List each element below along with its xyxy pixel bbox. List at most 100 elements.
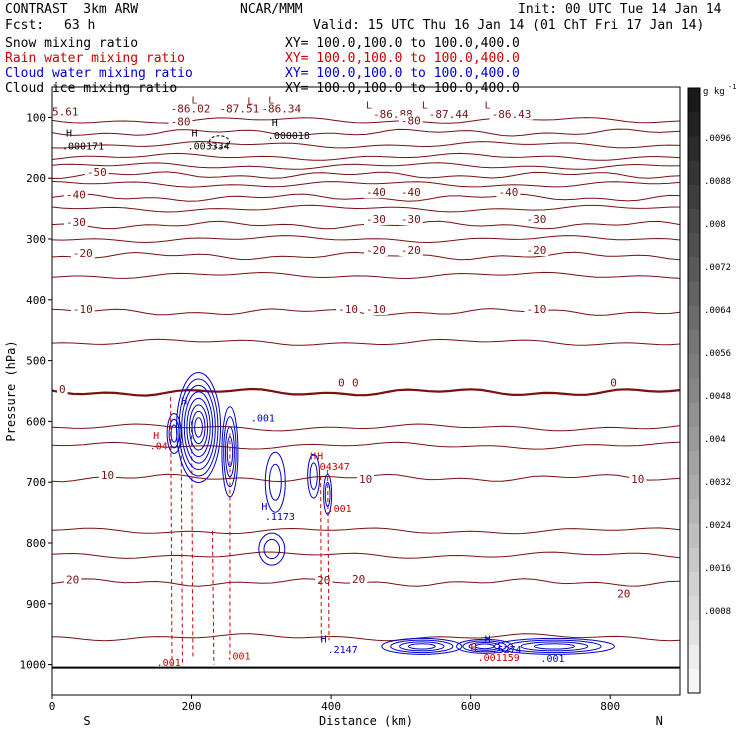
cloud-water-label: H	[485, 635, 491, 646]
y-tick-label: 900	[26, 598, 46, 611]
y-tick-label: 700	[26, 476, 46, 489]
colorbar-tick-label: .0064	[704, 306, 731, 316]
colorbar-segment	[688, 88, 700, 113]
cloud-water-contour	[533, 643, 575, 650]
isotherm-line	[51, 171, 681, 179]
colorbar-tick-label: .0048	[704, 392, 731, 402]
rain-shaft	[320, 476, 322, 641]
temperature-label-bg	[524, 244, 549, 256]
x-axis-end-label: N	[656, 714, 663, 728]
colorbar-segment	[688, 378, 700, 404]
field-cloudwater-name: Cloud water mixing ratio	[5, 66, 193, 81]
colorbar-tick-label: .0088	[704, 177, 731, 187]
field-rain-name: Rain water mixing ratio	[5, 51, 186, 66]
temperature-label-bg	[259, 103, 303, 115]
forecast-hours: 63 h	[64, 18, 96, 33]
rain-label: H	[317, 452, 323, 463]
temperature-label-bg	[217, 103, 262, 115]
cloud-water-contour	[399, 641, 445, 652]
temperature-label-bg	[398, 187, 423, 199]
temperature-label: -30	[526, 213, 546, 226]
rain-shaft	[180, 427, 183, 665]
temperature-label-bg	[98, 469, 117, 481]
temperature-label-bg	[336, 377, 347, 389]
y-tick-label: 1000	[20, 659, 47, 672]
rain-shaft	[170, 397, 173, 665]
temperature-label-bg	[615, 588, 633, 600]
temperature-label-bg	[608, 377, 619, 389]
cloud-water-contour	[224, 426, 235, 478]
cloud-water-label: H	[321, 635, 327, 646]
cloud-water-contour	[390, 639, 454, 654]
temperature-label-bg	[629, 474, 647, 486]
isotherm-line	[51, 235, 681, 244]
isotherm-line	[51, 271, 681, 280]
x-axis-label: Distance (km)	[319, 714, 413, 728]
temperature-label: -86.34	[261, 102, 301, 115]
temperature-label-bg	[315, 575, 333, 587]
isotherm-line	[51, 551, 681, 559]
rain-label: .001	[226, 652, 250, 663]
cloud-water-contour	[194, 417, 203, 438]
colorbar-unit: g kg	[703, 87, 725, 97]
isotherm-line	[51, 423, 681, 432]
temperature-label: -20	[73, 247, 93, 260]
cloud-water-contour	[507, 639, 602, 654]
colorbar-segment	[688, 499, 700, 525]
temperature-label: 10	[101, 469, 114, 482]
temperature-label: 0	[59, 383, 66, 396]
cloud-water-contour	[170, 424, 178, 443]
temperature-label: -80	[171, 116, 191, 129]
rain-label: H	[471, 643, 477, 654]
cloud-water-contour	[221, 406, 239, 498]
cloud-water-label: H	[181, 396, 187, 407]
temperature-label: -10	[366, 303, 386, 316]
colorbar-segment	[688, 668, 700, 694]
plot-frame	[51, 86, 681, 696]
temperature-label-bg	[56, 384, 68, 396]
cloud-water-contour	[186, 397, 211, 458]
rain-label: .001159	[478, 653, 520, 664]
ice-low-marker: L	[192, 95, 198, 106]
temperature-label-bg	[489, 108, 534, 120]
temperature-label-bg	[336, 303, 360, 315]
isotherm-line	[51, 441, 681, 450]
y-tick-label: 200	[26, 172, 46, 185]
cloud-water-contour	[324, 481, 331, 507]
ice-low-marker: L	[268, 95, 274, 106]
rain-shaft	[327, 470, 330, 641]
ice-low-marker: L	[247, 97, 253, 108]
temperature-label: 20	[352, 573, 365, 586]
colorbar-segment	[688, 354, 700, 379]
colorbar-tick-label: .0056	[704, 349, 731, 359]
colorbar-segment	[688, 523, 700, 549]
ice-low-marker: L	[485, 100, 491, 111]
plot-layer: 5.61 -86.02 -87.51 -86.34 -86.88 -87.44 -86.43…	[50, 95, 681, 669]
cloud-water-contour	[183, 391, 214, 464]
field-snow-xy: XY= 100.0,100.0 to 100.0,400.0	[285, 36, 520, 51]
cloud-water-contour	[323, 473, 333, 515]
temperature-label: 0	[352, 377, 359, 390]
rain-label: H	[153, 431, 159, 442]
cloud-water-contour	[188, 404, 209, 451]
cloud-water-contour	[381, 637, 463, 655]
colorbar-segment	[688, 257, 700, 283]
snow-high-value: .003334	[188, 142, 230, 153]
temperature-label: 10	[359, 473, 372, 486]
temperature-label-bg	[350, 377, 361, 389]
y-tick-label: 500	[26, 355, 46, 368]
colorbar-segment	[688, 281, 700, 307]
ice-low-marker: L	[422, 100, 428, 111]
temperature-label: -10	[338, 303, 358, 316]
colorbar-tick-label: .008	[704, 220, 726, 230]
x-tick-label: 200	[182, 700, 202, 713]
cloud-water-label: .001	[251, 413, 275, 424]
colorbar-segment	[688, 572, 700, 597]
colorbar-segment	[688, 305, 700, 331]
temperature-label-bg	[63, 217, 88, 229]
temperature-label-bg	[370, 108, 415, 120]
temperature-label-bg	[84, 167, 109, 179]
rain-label: .04	[150, 441, 168, 452]
temperature-label: 20	[317, 574, 330, 587]
cloud-water-contour	[307, 453, 321, 499]
